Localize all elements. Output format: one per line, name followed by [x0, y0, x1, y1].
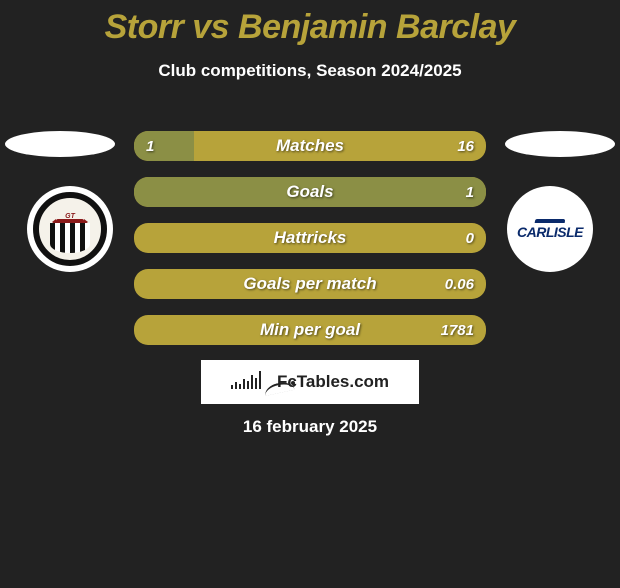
- club-badge-left: GT: [27, 186, 113, 272]
- stat-value-right: 0.06: [445, 269, 474, 299]
- stat-rows: 1Matches16Goals1Hattricks0Goals per matc…: [134, 131, 486, 361]
- stat-row: Min per goal1781: [134, 315, 486, 345]
- brand-card: FcTables.com: [201, 360, 419, 404]
- stat-label: Min per goal: [134, 315, 486, 345]
- carlisle-crest-icon: CARLISLE: [517, 219, 583, 239]
- stat-row: Goals per match0.06: [134, 269, 486, 299]
- stat-row: 1Matches16: [134, 131, 486, 161]
- stat-value-right: 1: [466, 177, 474, 207]
- stat-label: Hattricks: [134, 223, 486, 253]
- date-text: 16 february 2025: [0, 417, 620, 437]
- club-badge-right: CARLISLE: [507, 186, 593, 272]
- page-title: Storr vs Benjamin Barclay: [0, 8, 620, 47]
- stat-value-right: 16: [457, 131, 474, 161]
- brand-chart-icon: [231, 371, 271, 393]
- stat-label: Goals per match: [134, 269, 486, 299]
- page-subtitle: Club competitions, Season 2024/2025: [0, 61, 620, 81]
- stat-label: Matches: [134, 131, 486, 161]
- player-left-avatar: [5, 131, 115, 157]
- stat-value-right: 0: [466, 223, 474, 253]
- grimsby-crest-icon: GT: [40, 199, 100, 259]
- stat-row: Hattricks0: [134, 223, 486, 253]
- player-right-avatar: [505, 131, 615, 157]
- stat-value-right: 1781: [441, 315, 474, 345]
- stat-label: Goals: [134, 177, 486, 207]
- stat-row: Goals1: [134, 177, 486, 207]
